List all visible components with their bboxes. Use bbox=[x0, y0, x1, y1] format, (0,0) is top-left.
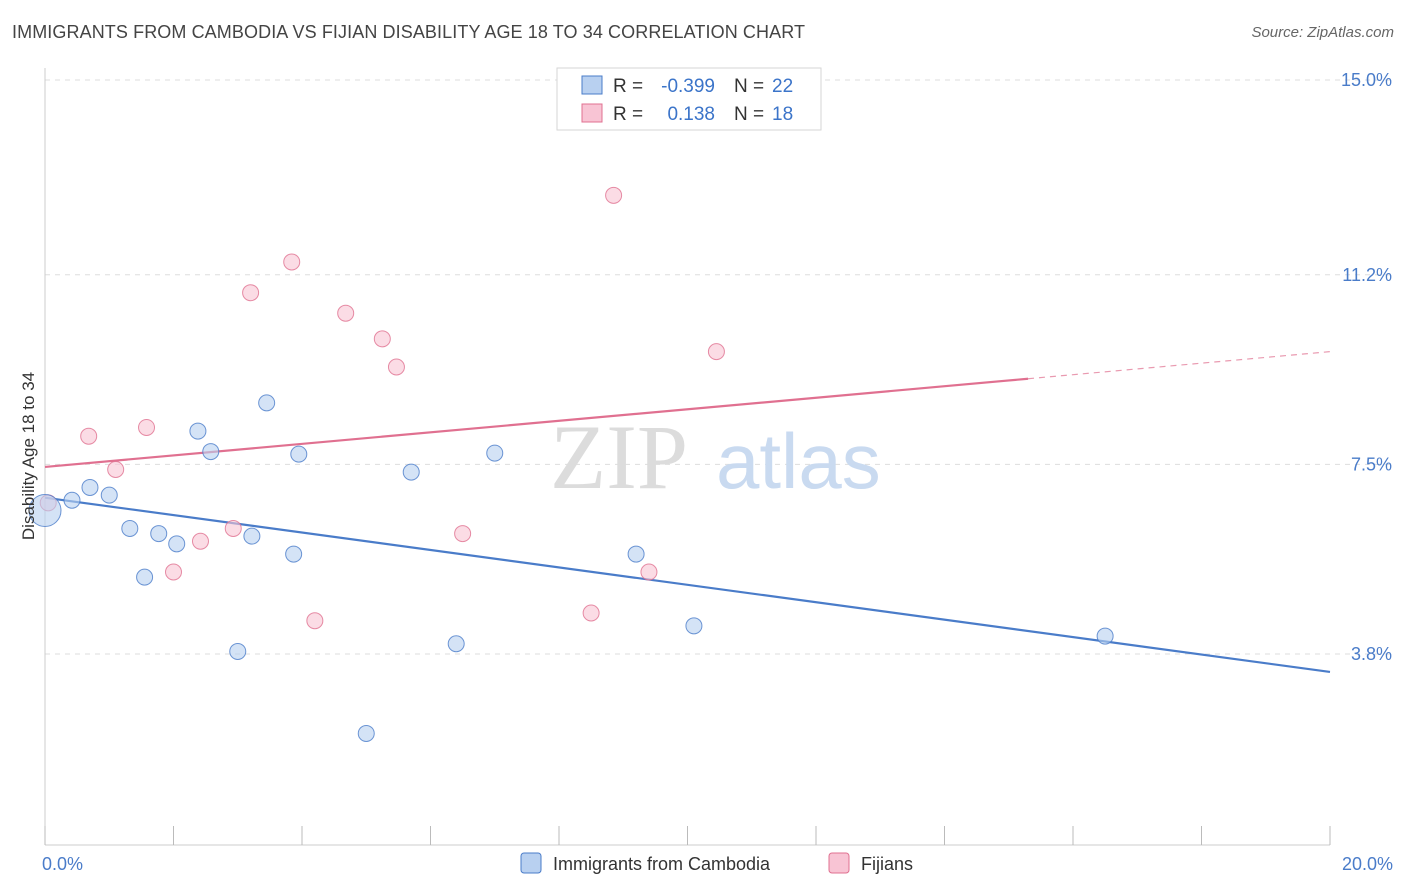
data-point-cambodia bbox=[121, 519, 139, 537]
data-point-fijians bbox=[191, 532, 209, 550]
watermark-zip: ZIP bbox=[550, 406, 688, 508]
trend-line-dashed-1 bbox=[1027, 351, 1331, 380]
data-point-cambodia bbox=[486, 444, 504, 462]
series-legend-label-cambodia: Immigrants from Cambodia bbox=[553, 854, 771, 874]
data-point-cambodia bbox=[100, 486, 118, 504]
data-point-fijians bbox=[454, 525, 472, 543]
y-tick-label: 3.8% bbox=[1351, 644, 1392, 664]
data-point-cambodia bbox=[243, 527, 261, 545]
data-point-cambodia bbox=[63, 491, 81, 509]
data-point-cambodia bbox=[258, 394, 276, 412]
data-point-cambodia bbox=[168, 535, 186, 553]
data-point-fijians bbox=[138, 418, 156, 436]
legend-r-value-cambodia: -0.399 bbox=[661, 76, 715, 97]
legend-r-label-fijians: R = bbox=[613, 104, 643, 125]
legend-r-label-cambodia: R = bbox=[613, 76, 643, 97]
y-tick-label: 15.0% bbox=[1341, 70, 1392, 90]
data-point-cambodia bbox=[202, 443, 220, 461]
data-point-fijians bbox=[242, 284, 260, 302]
data-point-fijians bbox=[640, 563, 658, 581]
watermark-atlas: atlas bbox=[716, 417, 881, 505]
data-point-fijians bbox=[283, 253, 301, 271]
data-point-fijians bbox=[387, 358, 405, 376]
data-point-fijians bbox=[306, 612, 324, 630]
data-point-cambodia bbox=[285, 545, 303, 563]
data-points bbox=[28, 186, 1114, 742]
data-point-cambodia bbox=[627, 545, 645, 563]
legend-r-value-fijians: 0.138 bbox=[667, 104, 715, 125]
data-point-cambodia bbox=[402, 463, 420, 481]
data-point-fijians bbox=[582, 604, 600, 622]
tick-labels: 3.8% 7.5% 11.2% 15.0% 0.0% 20.0% bbox=[42, 70, 1393, 874]
data-point-cambodia bbox=[290, 445, 308, 463]
y-axis-label: Disability Age 18 to 34 bbox=[19, 372, 38, 540]
axes bbox=[44, 68, 1331, 846]
data-point-cambodia bbox=[150, 525, 168, 543]
data-point-cambodia bbox=[447, 635, 465, 653]
data-point-cambodia bbox=[189, 422, 207, 440]
y-tick-label: 11.2% bbox=[1342, 265, 1392, 285]
data-point-cambodia bbox=[357, 724, 375, 742]
data-point-cambodia bbox=[1096, 627, 1114, 645]
data-point-fijians bbox=[707, 343, 725, 361]
x-tick-label: 20.0% bbox=[1342, 854, 1393, 874]
series-legend-label-fijians: Fijians bbox=[861, 854, 913, 874]
data-point-fijians bbox=[165, 563, 182, 581]
data-point-cambodia bbox=[81, 478, 99, 496]
data-point-fijians bbox=[224, 519, 242, 537]
y-tick-label: 7.5% bbox=[1351, 454, 1392, 474]
data-point-cambodia bbox=[685, 617, 703, 635]
grid-lines bbox=[45, 79, 1392, 655]
chart-title: IMMIGRANTS FROM CAMBODIA VS FIJIAN DISAB… bbox=[12, 22, 806, 42]
stats-legend: R = -0.399 N = 22 R = 0.138 N = 18 bbox=[556, 67, 822, 131]
series-legend-swatch-fijians bbox=[828, 852, 850, 874]
legend-n-label-cambodia: N = bbox=[734, 76, 764, 97]
data-point-cambodia bbox=[28, 494, 62, 527]
data-point-fijians bbox=[337, 304, 355, 322]
series-legend-swatch-cambodia bbox=[520, 852, 542, 874]
data-point-fijians bbox=[107, 461, 125, 478]
legend-n-value-cambodia: 22 bbox=[772, 76, 793, 97]
series-legend: Immigrants from Cambodia Fijians bbox=[520, 852, 913, 874]
data-point-fijians bbox=[373, 330, 391, 348]
legend-swatch-fijians bbox=[581, 103, 603, 123]
legend-swatch-cambodia bbox=[581, 75, 603, 95]
x-tick-label: 0.0% bbox=[42, 854, 83, 874]
data-point-fijians bbox=[605, 186, 623, 204]
legend-n-label-fijians: N = bbox=[734, 104, 764, 125]
data-point-cambodia bbox=[136, 568, 154, 586]
data-point-fijians bbox=[80, 427, 98, 445]
legend-n-value-fijians: 18 bbox=[772, 104, 793, 125]
trend-line-0 bbox=[44, 496, 1331, 674]
source-label: Source: ZipAtlas.com bbox=[1251, 24, 1394, 41]
data-point-cambodia bbox=[229, 642, 247, 660]
